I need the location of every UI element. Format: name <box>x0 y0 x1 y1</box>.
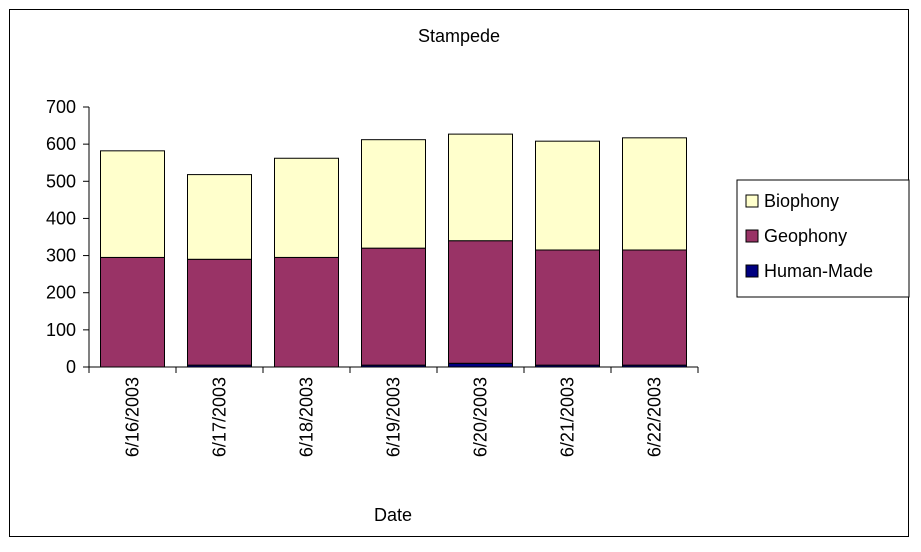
bar-human-made <box>448 362 513 368</box>
legend-label-geophony: Geophony <box>764 226 847 246</box>
chart-title: Stampede <box>418 26 500 46</box>
y-tick-label: 400 <box>46 208 76 228</box>
y-tick-label: 200 <box>46 283 76 303</box>
bar-biophony <box>274 157 339 258</box>
y-tick-label: 500 <box>46 171 76 191</box>
bar-geophony <box>448 240 513 364</box>
bar-geophony <box>274 256 339 368</box>
bar-biophony <box>535 140 600 251</box>
bar-biophony <box>622 137 687 251</box>
bar-geophony <box>535 249 600 366</box>
legend-swatch-biophony <box>745 194 759 208</box>
y-tick-label: 600 <box>46 134 76 154</box>
legend-box <box>736 179 910 298</box>
x-tick-label: 6/17/2003 <box>210 377 230 457</box>
bar-geophony <box>100 256 165 368</box>
legend-swatch-human-made <box>745 264 759 278</box>
y-tick-label: 700 <box>46 97 76 117</box>
y-tick-label: 300 <box>46 246 76 266</box>
bar-biophony <box>448 133 513 242</box>
x-tick-label: 6/21/2003 <box>558 377 578 457</box>
legend-label-biophony: Biophony <box>764 191 839 211</box>
bar-biophony <box>361 139 426 249</box>
bar-biophony <box>187 174 252 260</box>
x-tick-label: 6/22/2003 <box>645 377 665 457</box>
x-tick-label: 6/20/2003 <box>471 377 491 457</box>
y-tick-label: 100 <box>46 320 76 340</box>
x-tick-label: 6/18/2003 <box>297 377 317 457</box>
x-tick-label: 6/16/2003 <box>123 377 143 457</box>
bar-geophony <box>361 247 426 366</box>
bar-biophony <box>100 150 165 258</box>
x-tick-label: 6/19/2003 <box>384 377 404 457</box>
y-tick-label: 0 <box>66 357 76 377</box>
legend-label-human-made: Human-Made <box>764 261 873 281</box>
bar-geophony <box>622 249 687 366</box>
x-axis-title: Date <box>374 505 412 525</box>
bar-geophony <box>187 258 252 366</box>
legend-swatch-geophony <box>745 229 759 243</box>
